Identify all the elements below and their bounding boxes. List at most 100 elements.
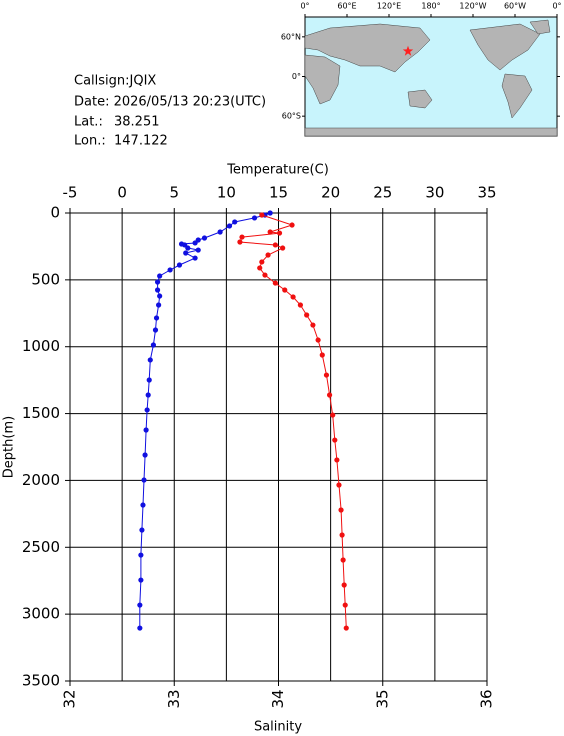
data-point: [140, 502, 146, 508]
map: 0° 60°E 120°E 180° 120°W 60°W 0° 60°N 0° 60°S: [281, 2, 562, 137]
data-point: [340, 557, 346, 563]
x-tick-label: 25: [373, 184, 392, 202]
lon-value: 147.122: [114, 134, 168, 149]
info-block: Callsign:JQIX Date: 2026/05/13 20:23(UTC…: [74, 74, 266, 149]
data-point: [330, 412, 336, 418]
data-point: [272, 280, 278, 286]
data-point: [226, 223, 233, 229]
data-point: [251, 215, 258, 221]
data-point: [267, 229, 273, 235]
data-point: [257, 265, 263, 271]
data-point: [143, 427, 149, 433]
profile-line: [239, 214, 347, 629]
data-point: [201, 235, 208, 241]
data-point: [265, 252, 271, 258]
data-point: [141, 477, 147, 483]
data-point: [146, 377, 152, 383]
data-point: [276, 230, 283, 236]
y-tick-label: 2500: [22, 538, 60, 556]
x-tick-label: -5: [63, 184, 78, 202]
data-point: [154, 287, 161, 293]
data-point: [139, 527, 145, 533]
data-point: [154, 279, 161, 285]
data-point: [342, 602, 348, 608]
x-tick-label: 15: [269, 184, 288, 202]
map-x-tick-label: 120°E: [377, 2, 401, 11]
data-point: [319, 352, 325, 358]
data-point: [323, 372, 330, 378]
map-x-tick-label: 180°: [421, 2, 440, 11]
data-point: [192, 240, 198, 246]
data-point: [289, 222, 295, 228]
data-point: [185, 245, 191, 251]
map-y-tick-label: 60°N: [281, 32, 301, 41]
data-point: [167, 267, 173, 273]
data-point: [237, 239, 243, 245]
data-point: [147, 357, 153, 363]
data-point: [290, 294, 296, 300]
x2-axis-label: Salinity: [254, 720, 302, 735]
data-point: [150, 342, 156, 348]
y-tick-label: 1000: [22, 337, 60, 355]
data-point: [341, 582, 347, 588]
data-point: [239, 234, 245, 240]
data-point: [310, 322, 316, 328]
y-tick-label: 0: [50, 204, 60, 222]
x-tick-label: 20: [321, 184, 340, 202]
x2-tick-label: 32: [61, 689, 79, 708]
data-point: [259, 212, 265, 218]
data-point: [304, 312, 310, 318]
data-point: [183, 250, 189, 256]
x-tick-label: 30: [425, 184, 444, 202]
map-y-tick-label: 60°S: [282, 112, 301, 121]
lat-label: Lat.:: [74, 115, 103, 130]
y-tick-label: 3000: [22, 605, 60, 623]
land: [304, 19, 558, 137]
data-point: [280, 245, 286, 251]
map-x-tick-label: 60°W: [504, 2, 526, 11]
data-point: [326, 392, 333, 398]
y-tick-label: 1500: [22, 404, 60, 422]
data-point: [156, 302, 162, 308]
data-point: [262, 272, 268, 278]
y-axis-label: Depth(m): [2, 416, 17, 478]
data-point: [137, 625, 143, 631]
data-point: [138, 552, 144, 558]
data-point: [195, 247, 201, 253]
y-tick-label: 2000: [22, 471, 60, 489]
x2-tick-label: 34: [269, 689, 287, 708]
data-point: [259, 259, 265, 265]
x2-tick-label: 35: [373, 689, 391, 708]
data-point: [157, 273, 163, 279]
map-x-tick-label: 0°: [552, 2, 561, 11]
data-point: [153, 315, 160, 321]
data-point: [339, 532, 345, 538]
data-point: [297, 302, 303, 308]
data-point: [332, 437, 338, 443]
data-point: [334, 457, 340, 463]
data-point: [272, 242, 278, 248]
station-marker: [402, 45, 414, 56]
x-tick-label: 0: [117, 184, 127, 202]
map-y-tick-label: 0°: [292, 72, 301, 81]
data-point: [152, 327, 159, 333]
x-tick-label: 5: [169, 184, 179, 202]
map-x-tick-label: 0°: [300, 2, 309, 11]
x-axis-label: Temperature(C): [226, 163, 329, 178]
data-point: [157, 293, 163, 299]
x2-tick-label: 33: [165, 689, 183, 708]
data-point: [267, 210, 273, 216]
data-point: [137, 602, 143, 608]
data-point: [338, 507, 344, 513]
map-x-tick-label: 120°W: [459, 2, 486, 11]
date: Date: 2026/05/13 20:23(UTC): [74, 95, 266, 110]
data-point: [145, 392, 151, 398]
lon-label: Lon.:: [74, 134, 106, 149]
chart: Temperature(C) Salinity Depth(m) -5 0 5 10 1…: [2, 163, 497, 735]
data-point: [138, 577, 144, 583]
callsign: Callsign:JQIX: [74, 74, 156, 89]
data-point: [144, 407, 150, 413]
y-tick-label: 500: [31, 270, 60, 288]
data-point: [192, 255, 198, 261]
